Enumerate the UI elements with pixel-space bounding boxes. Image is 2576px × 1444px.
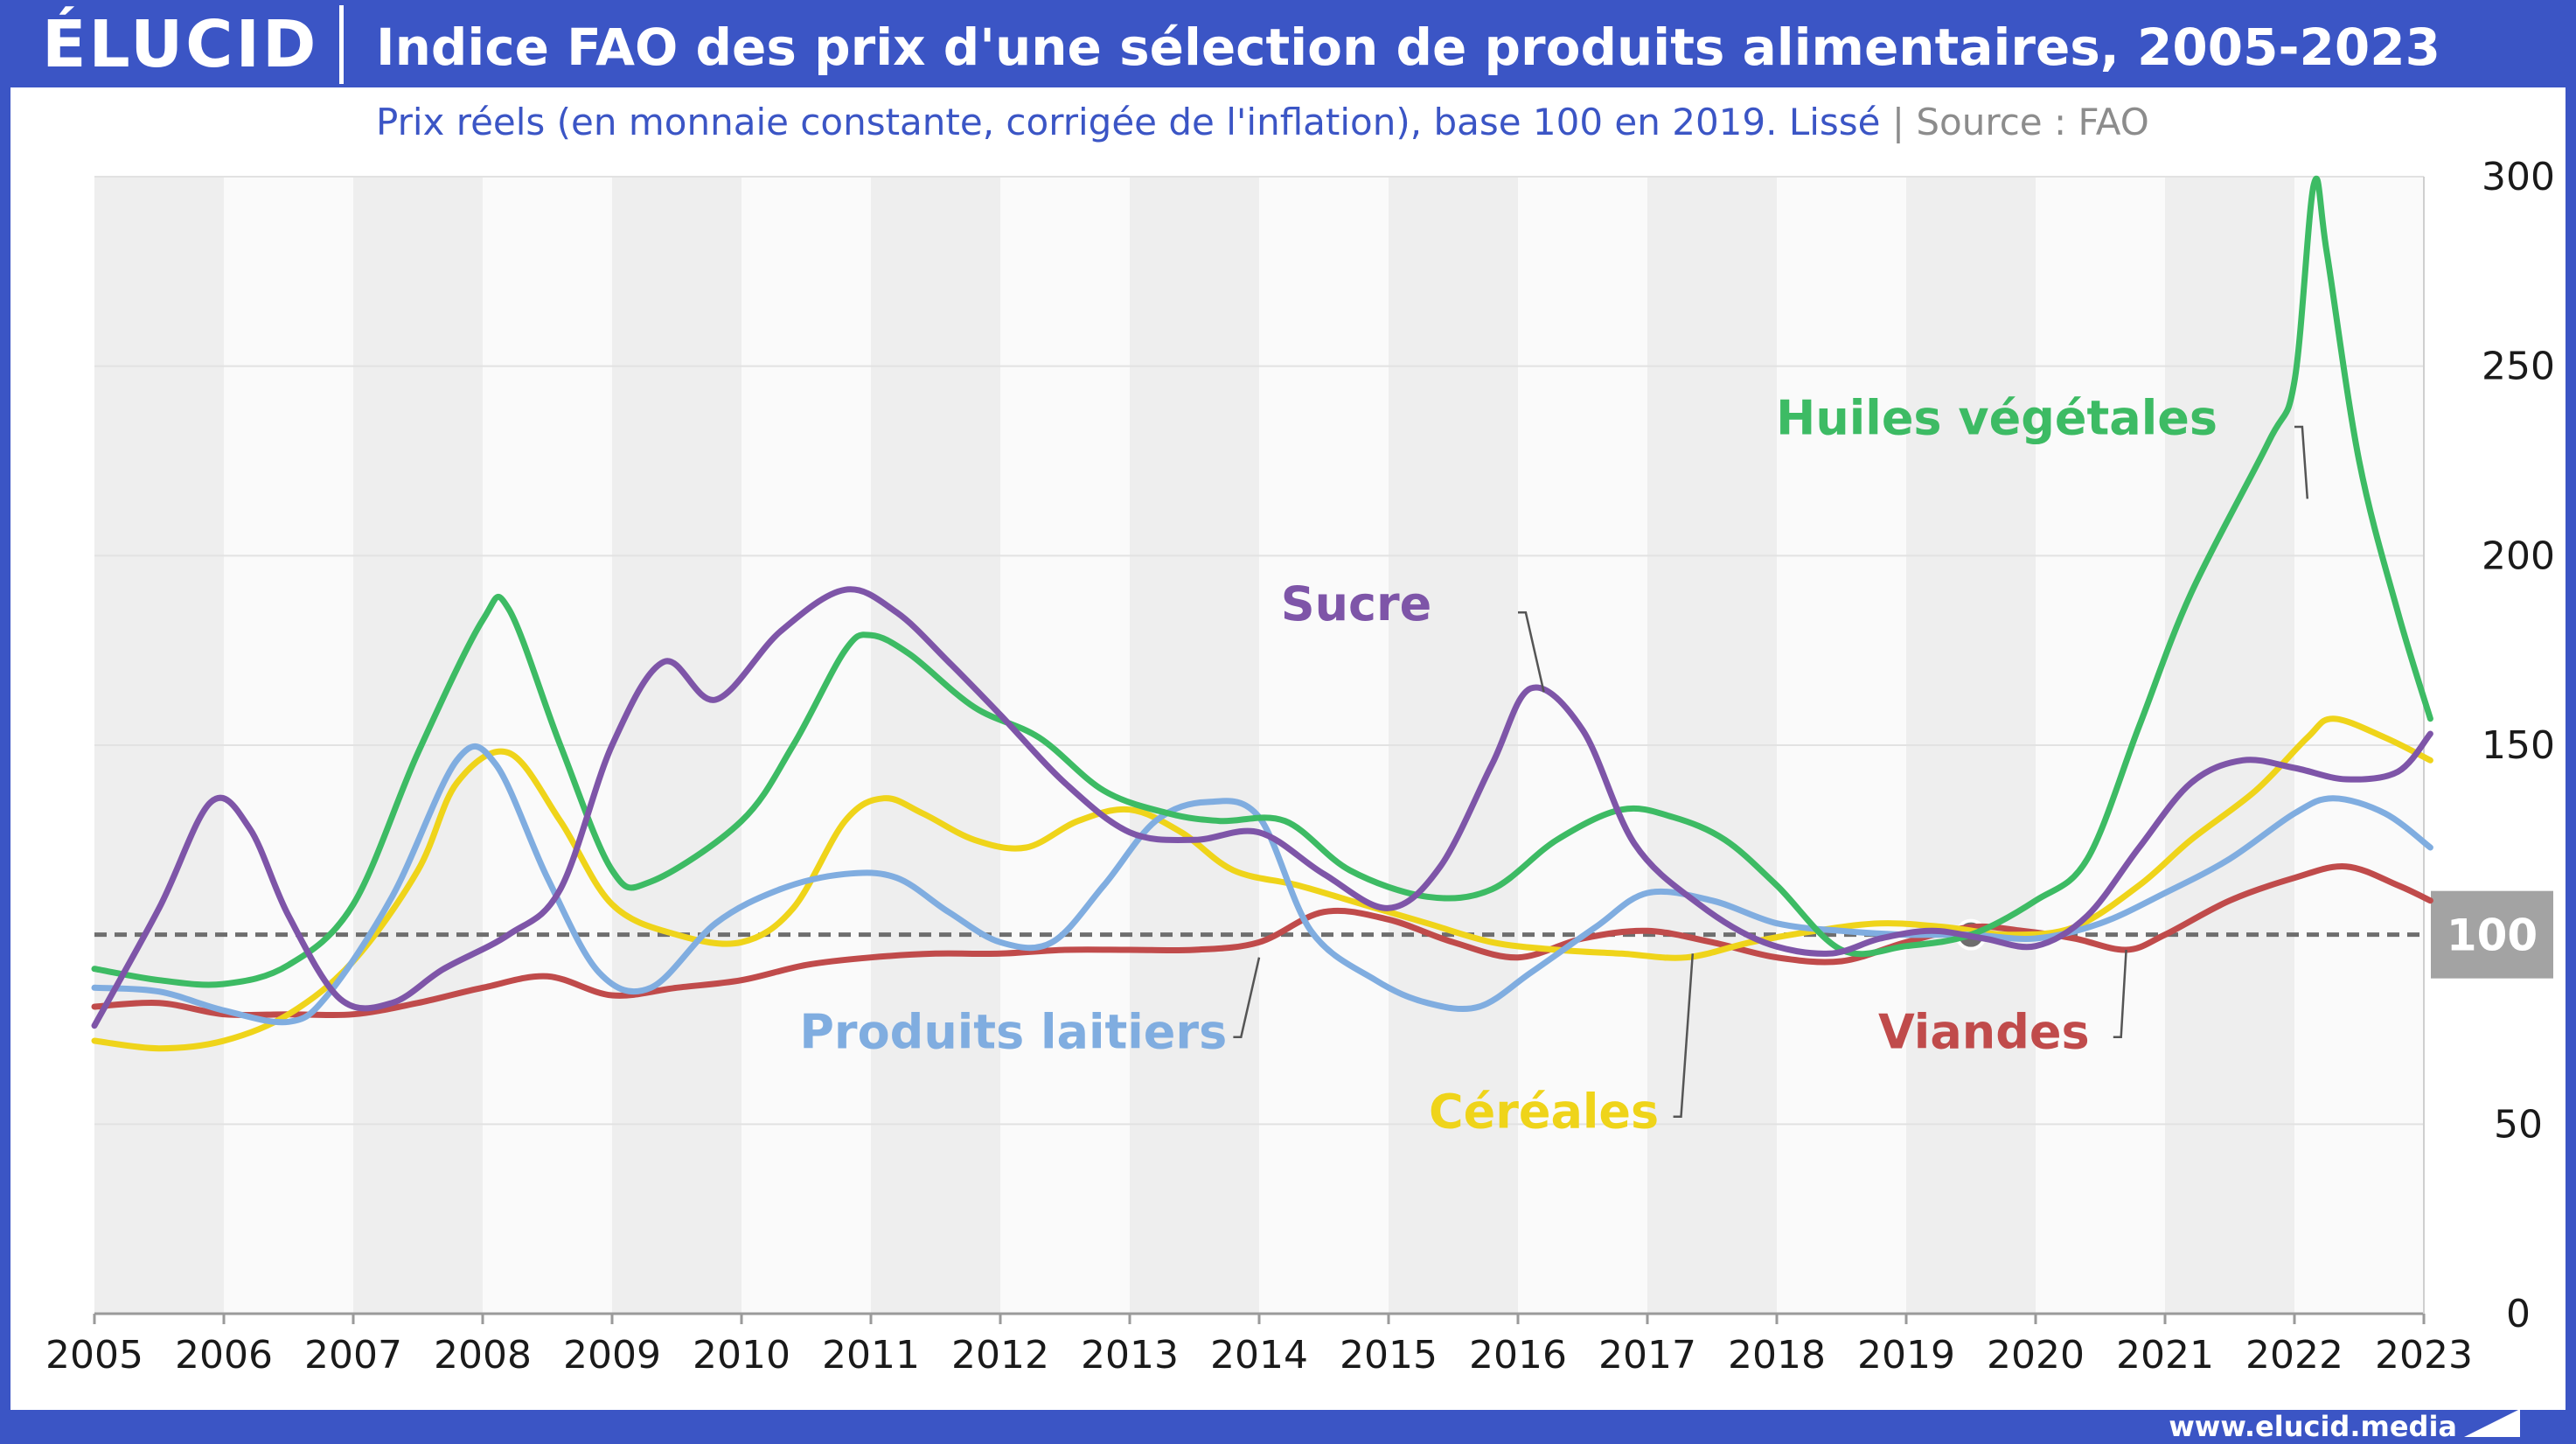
x-tick-label: 2008 (434, 1333, 532, 1378)
x-tick-label: 2015 (1340, 1333, 1438, 1378)
x-tick-label: 2012 (951, 1333, 1049, 1378)
y-tick-label: 0 (2506, 1292, 2531, 1336)
flag-icon (2464, 1409, 2520, 1437)
series-lines (91, 175, 2433, 1052)
leader-huiles (2294, 425, 2309, 499)
y-tick-label: 250 (2482, 345, 2555, 389)
y-tick-label: 150 (2482, 723, 2555, 768)
website-link[interactable]: www.elucid.media (2169, 1410, 2457, 1443)
y-tick-label: 200 (2482, 534, 2555, 578)
subtitle-text: Prix réels (en monnaie constante, corrig… (376, 101, 1881, 143)
series-line-huiles (91, 175, 2433, 988)
x-tick-label: 2010 (693, 1333, 790, 1378)
tick-labels: 0 50 150 200 250 300 2005 2006 2007 2008 2009 2010 2… (45, 155, 2555, 1378)
x-tick-label: 2007 (304, 1333, 402, 1378)
logo: ÉLUCID (42, 7, 319, 82)
chart-title: Indice FAO des prix d'une sélection de p… (376, 17, 2440, 77)
x-tick-label: 2023 (2375, 1333, 2473, 1378)
x-tick-label: 2005 (45, 1333, 143, 1378)
x-tick-label: 2009 (563, 1333, 661, 1378)
series-label-huiles: Huiles végétales (1776, 391, 2217, 446)
x-tick-label: 2021 (2116, 1333, 2214, 1378)
y-tick-label: 300 (2482, 155, 2555, 199)
x-tick-label: 2013 (1081, 1333, 1179, 1378)
x-tick-label: 2016 (1469, 1333, 1567, 1378)
leader-sucre (1518, 611, 1545, 693)
grid-lines (94, 176, 2424, 1126)
y-tick-label: 50 (2494, 1102, 2543, 1147)
x-tick-label: 2019 (1857, 1333, 1955, 1378)
series-line-viandes (91, 863, 2433, 1019)
chart-subtitle: Prix réels (en monnaie constante, corrig… (376, 94, 2149, 150)
leader-viandes (2113, 949, 2127, 1038)
x-tick-label: 2017 (1598, 1333, 1696, 1378)
subtitle-separator: | (1891, 101, 1905, 143)
leader-cereales (1673, 953, 1695, 1118)
x-tick-label: 2014 (1210, 1333, 1308, 1378)
source-text: Source : FAO (1916, 101, 2149, 143)
reference-badge (2431, 890, 2553, 979)
series-labels: Huiles végétales Sucre Produits laitiers Cé… (799, 391, 2217, 1140)
x-tick-label: 2018 (1728, 1333, 1826, 1378)
x-tick-label: 2011 (822, 1333, 920, 1378)
x-tick-label: 2006 (175, 1333, 273, 1378)
series-label-viandes: Viandes (1878, 1005, 2090, 1060)
x-tick-label: 2020 (1987, 1333, 2085, 1378)
series-label-cereales: Céréales (1429, 1085, 1659, 1140)
series-line-sucre (91, 586, 2433, 1029)
reference-badge-label: 100 (2447, 910, 2538, 961)
series-label-laitiers: Produits laitiers (799, 1005, 1227, 1060)
series-label-sucre: Sucre (1281, 576, 1432, 631)
x-tick-label: 2022 (2245, 1333, 2343, 1378)
leader-laitiers (1233, 957, 1261, 1038)
label-leaders (1233, 425, 2309, 1118)
series-line-laitiers (91, 743, 2433, 1026)
logo-separator (339, 5, 344, 84)
